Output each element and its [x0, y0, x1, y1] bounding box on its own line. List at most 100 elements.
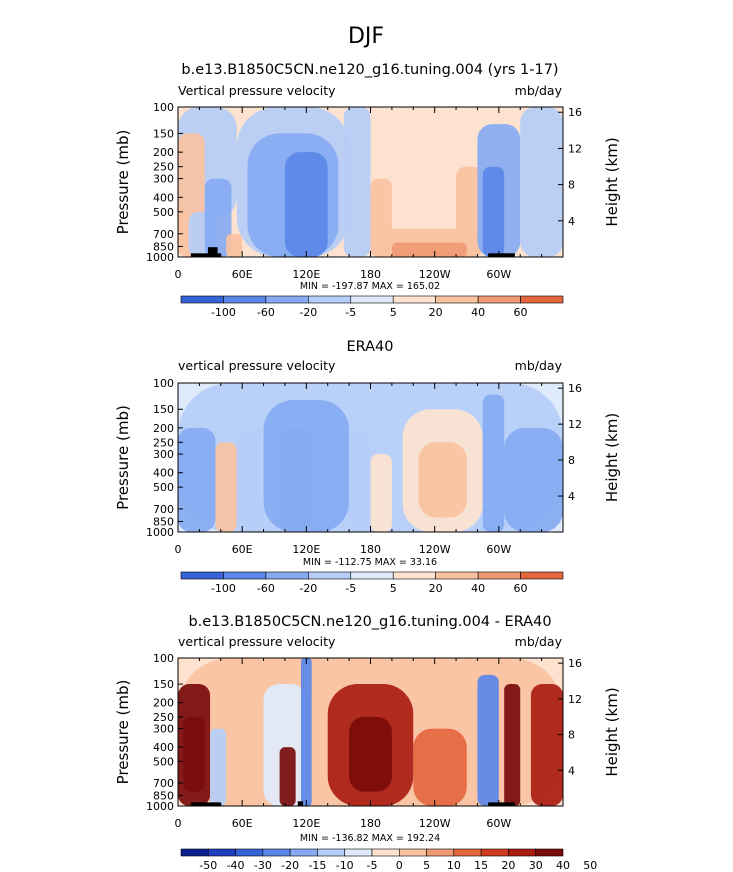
y-tick-label: 300 [153, 448, 174, 461]
topography-block [207, 247, 218, 257]
panel-model-stats: MIN = -197.87 MAX = 165.02 [300, 281, 440, 292]
panel-era40-title: ERA40 [346, 339, 393, 355]
x-tick-label: 120W [419, 543, 451, 556]
colorbar-label: 60 [514, 582, 528, 595]
field-patch [413, 728, 467, 806]
panel-model-field [178, 107, 563, 257]
colorbar-label: 50 [583, 859, 597, 872]
x-tick-label: 60E [232, 543, 253, 556]
colorbar-label: 40 [556, 859, 570, 872]
x-tick-label: 60W [486, 817, 511, 830]
colorbar-label: -60 [257, 582, 275, 595]
field-patch [482, 166, 505, 257]
y-tick-label: 250 [153, 436, 174, 449]
x-tick-label: 120W [419, 817, 451, 830]
y-right-tick-label: 4 [568, 215, 575, 228]
panel-era40-stats: MIN = -112.75 MAX = 33.16 [303, 557, 437, 568]
topography-block [297, 801, 304, 806]
colorbar-label: -30 [254, 859, 272, 872]
y-tick-label: 1000 [146, 526, 174, 539]
field-patch [343, 107, 371, 257]
colorbar-box [426, 848, 455, 857]
panel-difference: b.e13.B1850C5CN.ne120_g16.tuning.004 - E… [114, 614, 621, 872]
y-tick-label: 250 [153, 711, 174, 724]
colorbar-box [508, 848, 537, 857]
field-patch [236, 427, 264, 532]
colorbar-box [235, 848, 264, 857]
y-tick-label: 700 [153, 228, 174, 241]
colorbar-label: -20 [281, 859, 299, 872]
colorbar-box [180, 848, 209, 857]
x-tick-label: 60E [232, 268, 253, 281]
x-tick-label: 60W [486, 543, 511, 556]
panel-model-title: b.e13.B1850C5CN.ne120_g16.tuning.004 (yr… [181, 62, 558, 78]
field-patch [215, 442, 237, 532]
field-patch [349, 716, 392, 792]
y-axis-right-title: Height (km) [603, 687, 621, 776]
figure-title: DJF [348, 24, 384, 49]
y-tick-label: 850 [153, 790, 174, 803]
y-tick-label: 1000 [146, 800, 174, 813]
colorbar-label: -20 [299, 306, 317, 319]
y-axis-title: Pressure (mb) [114, 680, 132, 785]
colorbar-box [392, 295, 436, 304]
panel-model-variable-label: Vertical pressure velocity [178, 83, 336, 98]
colorbar-box [180, 295, 224, 304]
y-tick-label: 500 [153, 206, 174, 219]
y-tick-label: 200 [153, 146, 174, 159]
y-right-tick-label: 4 [568, 764, 575, 777]
panel-era40-colorbar: -100 -60 -20 -5 5 20 40 60 [180, 571, 564, 595]
x-tick-label: 180 [360, 817, 381, 830]
colorbar-label: -5 [345, 582, 356, 595]
field-patch [370, 454, 392, 532]
panel-difference-stats: MIN = -136.82 MAX = 192.24 [300, 833, 440, 844]
colorbar-label: 5 [390, 582, 397, 595]
colorbar-label: 40 [471, 582, 485, 595]
colorbar-label: -100 [211, 306, 236, 319]
x-tick-label: 180 [360, 543, 381, 556]
colorbar-box [344, 848, 373, 857]
colorbar-label: 30 [529, 859, 543, 872]
colorbar-box [480, 848, 509, 857]
x-tick-label: 120E [292, 268, 320, 281]
panel-era40-variable-label: vertical pressure velocity [178, 358, 336, 373]
panel-difference-field [178, 658, 563, 806]
colorbar-box [453, 848, 482, 857]
y-tick-label: 200 [153, 422, 174, 435]
y-right-tick-label: 16 [568, 657, 582, 670]
panel-difference-colorbar: -50 -40 -30 -20 -15 -10 -5 0 5 10 15 20 30 40 50 [180, 848, 597, 872]
colorbar-label: -50 [199, 859, 217, 872]
colorbar-box [180, 571, 224, 580]
colorbar-box [477, 571, 521, 580]
y-tick-label: 300 [153, 173, 174, 186]
panel-era40-field [178, 383, 563, 532]
panel-difference-units-label: mb/day [515, 634, 563, 649]
x-tick-label: 0 [175, 268, 182, 281]
panel-model: b.e13.B1850C5CN.ne120_g16.tuning.004 (yr… [114, 62, 621, 319]
colorbar-label: -100 [211, 582, 236, 595]
field-patch [204, 178, 232, 257]
colorbar-label: 5 [423, 859, 430, 872]
field-patch [284, 152, 328, 257]
y-axis-right-title: Height (km) [603, 413, 621, 502]
colorbar-box [350, 295, 394, 304]
panel-difference-variable-label: vertical pressure velocity [178, 634, 336, 649]
colorbar-label: 40 [471, 306, 485, 319]
y-right-tick-label: 4 [568, 490, 575, 503]
colorbar-label: 15 [474, 859, 488, 872]
colorbar-label: -5 [345, 306, 356, 319]
field-patch [349, 427, 371, 532]
colorbar-label: -5 [367, 859, 378, 872]
colorbar-box [435, 571, 479, 580]
field-patch [178, 427, 216, 532]
colorbar-box [398, 848, 427, 857]
y-axis-right-title: Height (km) [603, 137, 621, 226]
colorbar-label: 60 [514, 306, 528, 319]
y-tick-label: 850 [153, 515, 174, 528]
colorbar-box [289, 848, 318, 857]
y-right-tick-label: 8 [568, 454, 575, 467]
y-tick-label: 500 [153, 755, 174, 768]
field-patch [520, 107, 563, 257]
x-tick-label: 120W [419, 268, 451, 281]
